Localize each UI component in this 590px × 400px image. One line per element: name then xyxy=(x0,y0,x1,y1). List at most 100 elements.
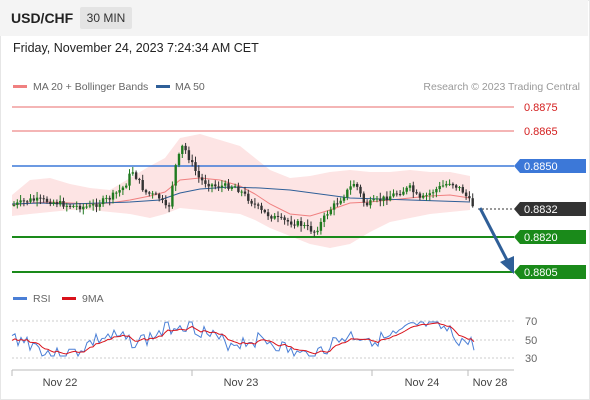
candle-body xyxy=(230,187,233,189)
candle-body xyxy=(389,196,392,201)
candle-body xyxy=(72,205,75,207)
candle-body xyxy=(286,219,290,222)
candle-body xyxy=(372,199,375,201)
candle-body xyxy=(283,217,286,220)
candle-body xyxy=(184,145,187,151)
candle-body xyxy=(290,221,293,225)
candle-body xyxy=(455,185,458,188)
candle-body xyxy=(26,201,29,203)
candle-body xyxy=(200,177,204,181)
candle-body xyxy=(148,192,151,194)
candle-body xyxy=(379,198,382,201)
level-label-8875: 0.8875 xyxy=(524,102,558,114)
candle-body xyxy=(164,200,167,206)
candle-body xyxy=(303,225,306,227)
candle-body xyxy=(276,215,280,217)
candle-body xyxy=(224,183,227,186)
candle-body xyxy=(158,194,161,199)
candle-body xyxy=(257,204,260,206)
candle-body xyxy=(125,185,128,188)
chart-datetime: Friday, November 24, 2023 7:24:34 AM CET xyxy=(13,41,259,55)
candle-body xyxy=(35,197,39,201)
current-price-badge xyxy=(514,202,586,216)
candle-body xyxy=(270,216,273,219)
candle-body xyxy=(217,186,220,188)
candle-body xyxy=(98,204,101,207)
rsi-ma-line xyxy=(11,322,475,355)
candle-body xyxy=(128,173,131,186)
candle-body xyxy=(431,192,435,194)
candle-body xyxy=(435,189,438,193)
candle-body xyxy=(194,162,197,171)
legend-ma20-label: MA 20 + Bollinger Bands xyxy=(33,81,148,93)
candle-body xyxy=(191,160,194,163)
candle-body xyxy=(313,231,316,233)
candle-body xyxy=(319,221,323,231)
candle-body xyxy=(131,172,134,174)
symbol-title: USD/CHF xyxy=(11,10,74,26)
candle-body xyxy=(408,185,412,188)
candle-body xyxy=(332,203,336,210)
candle-body xyxy=(55,202,59,205)
candle-body xyxy=(323,215,326,222)
rsi-ma-legend-swatch xyxy=(62,297,76,300)
candle-body xyxy=(451,183,455,186)
candle-body xyxy=(115,192,118,194)
candle-body xyxy=(385,196,389,201)
candle-body xyxy=(187,150,191,161)
candle-body xyxy=(422,195,425,198)
candle-body xyxy=(471,198,474,207)
candle-body xyxy=(369,200,372,206)
candle-body xyxy=(141,180,144,191)
bollinger-band xyxy=(12,134,470,248)
candle-body xyxy=(49,201,52,204)
candle-body xyxy=(306,225,309,227)
candle-body xyxy=(362,193,365,203)
candle-body xyxy=(392,193,395,197)
rsi-ma-legend-label: 9MA xyxy=(82,293,104,305)
candle-body xyxy=(144,190,148,193)
candle-body xyxy=(336,203,339,205)
candle-body xyxy=(62,201,65,207)
candle-body xyxy=(280,216,283,218)
legend-ma50-label: MA 50 xyxy=(175,81,205,93)
candle-body xyxy=(154,193,158,195)
candle-body xyxy=(266,212,270,217)
candle-body xyxy=(92,204,95,206)
rsi-legend-label: RSI xyxy=(33,293,51,305)
candle-body xyxy=(181,145,184,154)
candle-body xyxy=(12,204,16,206)
candle-body xyxy=(349,186,352,190)
candle-body xyxy=(95,204,98,207)
candle-body xyxy=(299,221,303,226)
level-badge-8805 xyxy=(514,265,586,279)
level-badge-8850 xyxy=(514,159,586,173)
candle-body xyxy=(309,226,313,232)
candle-body xyxy=(105,197,108,199)
candle-body xyxy=(161,198,164,201)
x-tick-nov28: Nov 28 xyxy=(473,377,508,389)
candle-body xyxy=(65,205,68,207)
candle-body xyxy=(29,198,32,202)
candle-body xyxy=(243,191,247,194)
candle-body xyxy=(16,202,19,205)
candle-body xyxy=(111,192,115,200)
candle-body xyxy=(78,205,82,210)
candle-body xyxy=(253,203,257,205)
candle-body xyxy=(415,192,418,194)
candle-body xyxy=(425,195,428,197)
candle-body xyxy=(365,202,369,206)
x-tick-nov23: Nov 23 xyxy=(224,377,259,389)
chart-header: USD/CHF 30 MIN xyxy=(0,0,588,36)
candle-body xyxy=(151,193,154,195)
timeframe-button[interactable]: 30 MIN xyxy=(80,7,132,29)
candle-body xyxy=(458,187,461,189)
level-badge-8820 xyxy=(514,230,586,244)
candle-body xyxy=(464,192,468,197)
candle-body xyxy=(240,191,243,193)
candle-body xyxy=(296,221,299,226)
candle-body xyxy=(326,214,329,216)
candle-body xyxy=(418,193,422,198)
rsi-level-70: 70 xyxy=(525,316,537,328)
